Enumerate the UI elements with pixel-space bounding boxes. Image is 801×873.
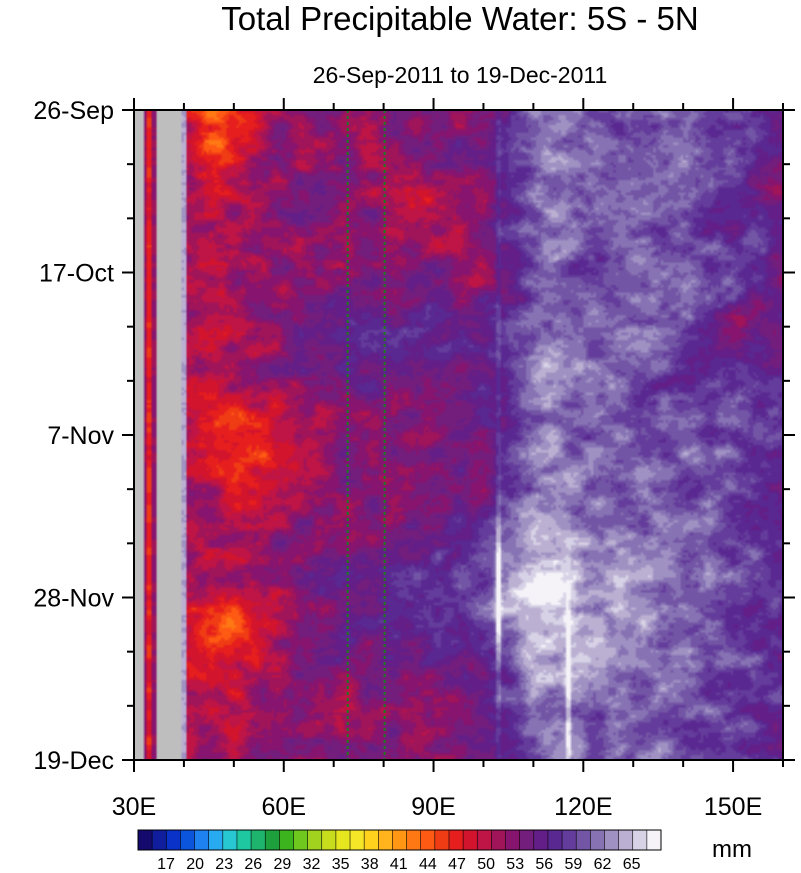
colorbar-swatch bbox=[632, 830, 648, 850]
y-tick-label: 7-Nov bbox=[47, 422, 114, 450]
colorbar-label: 26 bbox=[244, 856, 262, 873]
colorbar-swatch bbox=[604, 830, 619, 850]
colorbar-swatch bbox=[434, 830, 450, 850]
x-tick-label: 120E bbox=[554, 793, 612, 821]
colorbar-label: 62 bbox=[594, 856, 612, 873]
colorbar-label: 32 bbox=[303, 856, 321, 873]
colorbar-swatch bbox=[547, 830, 563, 850]
colorbar-swatch bbox=[251, 830, 266, 850]
colorbar-label: 44 bbox=[419, 856, 437, 873]
colorbar-swatch bbox=[406, 830, 422, 850]
colorbar-swatch bbox=[265, 830, 280, 850]
colorbar-swatch bbox=[166, 830, 181, 850]
colorbar-swatch bbox=[463, 830, 478, 850]
colorbar-swatch bbox=[448, 830, 464, 850]
colorbar-label: 65 bbox=[623, 856, 641, 873]
colorbar-swatch bbox=[576, 830, 591, 850]
colorbar-swatch bbox=[364, 830, 379, 850]
colorbar-label: 56 bbox=[535, 856, 553, 873]
colorbar-swatch bbox=[138, 830, 153, 850]
y-tick-label: 26-Sep bbox=[33, 97, 114, 125]
colorbar-swatch bbox=[335, 830, 351, 850]
colorbar-swatch bbox=[350, 830, 365, 850]
colorbar-label: 41 bbox=[390, 856, 408, 873]
tpw-contour-field bbox=[134, 110, 783, 760]
x-tick-label: 60E bbox=[262, 793, 306, 821]
colorbar-label: 59 bbox=[565, 856, 583, 873]
colorbar-swatch bbox=[618, 830, 634, 850]
colorbar-swatch bbox=[646, 830, 662, 850]
colorbar-swatch bbox=[222, 830, 238, 850]
x-tick-label: 90E bbox=[411, 793, 455, 821]
colorbar-label: 47 bbox=[448, 856, 466, 873]
colorbar-swatch bbox=[420, 830, 436, 850]
x-tick-label: 30E bbox=[112, 793, 156, 821]
colorbar-swatch bbox=[180, 830, 195, 850]
colorbar-swatch bbox=[491, 830, 506, 850]
colorbar-swatch bbox=[519, 830, 535, 850]
colorbar: 17 20 23 26 29 32 35 38 41 44 47 50 53 56 59 62 65 bbox=[137, 829, 662, 873]
colorbar-label: 38 bbox=[361, 856, 379, 873]
colorbar-label: 35 bbox=[332, 856, 350, 873]
colorbar-swatch bbox=[236, 830, 252, 850]
y-axis: 26-Sep 17-Oct 7-Nov 28-Nov 19-Dec bbox=[33, 97, 795, 775]
chart-subtitle: 26-Sep-2011 to 19-Dec-2011 bbox=[313, 62, 608, 88]
colorbar-swatch bbox=[321, 830, 337, 850]
colorbar-label: 53 bbox=[506, 856, 524, 873]
colorbar-label: 50 bbox=[477, 856, 495, 873]
colorbar-label: 29 bbox=[274, 856, 292, 873]
colorbar-swatch bbox=[279, 830, 294, 850]
chart-title: Total Precipitable Water: 5S - 5N bbox=[221, 0, 698, 37]
colorbar-swatch bbox=[533, 830, 549, 850]
colorbar-label: 23 bbox=[215, 856, 233, 873]
colorbar-units: mm bbox=[712, 836, 752, 863]
colorbar-swatch bbox=[378, 830, 393, 850]
x-axis: 30E 60E 90E 120E 150E bbox=[112, 98, 784, 821]
colorbar-label: 20 bbox=[186, 856, 204, 873]
colorbar-label: 17 bbox=[157, 856, 175, 873]
colorbar-frame bbox=[137, 829, 662, 851]
colorbar-swatch bbox=[293, 830, 308, 850]
colorbar-swatch bbox=[505, 830, 520, 850]
colorbar-swatch bbox=[152, 830, 167, 850]
colorbar-swatch bbox=[307, 830, 323, 850]
colorbar-swatch bbox=[562, 830, 577, 850]
y-tick-label: 19-Dec bbox=[33, 747, 114, 775]
y-tick-label: 17-Oct bbox=[39, 260, 114, 288]
plot-area bbox=[133, 109, 784, 761]
colorbar-swatch bbox=[392, 830, 407, 850]
colorbar-swatch bbox=[208, 830, 224, 850]
colorbar-swatch bbox=[590, 830, 605, 850]
colorbar-swatch bbox=[477, 830, 492, 850]
y-tick-label: 28-Nov bbox=[33, 585, 114, 613]
colorbar-swatch bbox=[194, 830, 209, 850]
x-tick-label: 150E bbox=[704, 793, 762, 821]
